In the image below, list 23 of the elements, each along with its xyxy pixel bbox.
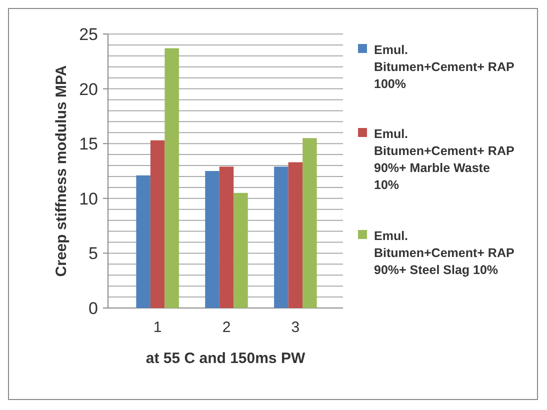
bar xyxy=(288,162,303,308)
bar xyxy=(136,175,150,308)
bar xyxy=(219,166,234,308)
x-tick-label: 2 xyxy=(222,319,231,336)
x-tick-label: 1 xyxy=(153,319,162,336)
legend-label: Emul. Bitumen+Cement+ RAP 100% xyxy=(374,43,514,91)
x-axis-title: at 55 C and 150ms PW xyxy=(146,350,306,367)
y-tick-label: 15 xyxy=(79,134,98,154)
bar xyxy=(302,138,317,308)
y-tick-label: 25 xyxy=(79,24,98,44)
bar xyxy=(205,171,220,308)
y-axis-title: Creep stiffness modulus MPA xyxy=(53,65,70,277)
bar xyxy=(234,192,248,308)
y-tick-label: 5 xyxy=(88,244,98,264)
bar xyxy=(274,166,288,308)
bar xyxy=(150,140,165,308)
bar xyxy=(164,48,179,308)
y-tick-label: 0 xyxy=(88,298,98,318)
y-tick-label: 10 xyxy=(79,189,98,208)
y-tick-label: 20 xyxy=(79,80,98,99)
x-tick-label: 3 xyxy=(291,319,300,336)
legend-label: Emul. Bitumen+Cement+ RAP 90%+ Steel Slag 10% xyxy=(374,229,514,277)
legend-label: Emul. Bitumen+Cement+ RAP 90%+ Marble Waste 10% xyxy=(374,127,514,192)
